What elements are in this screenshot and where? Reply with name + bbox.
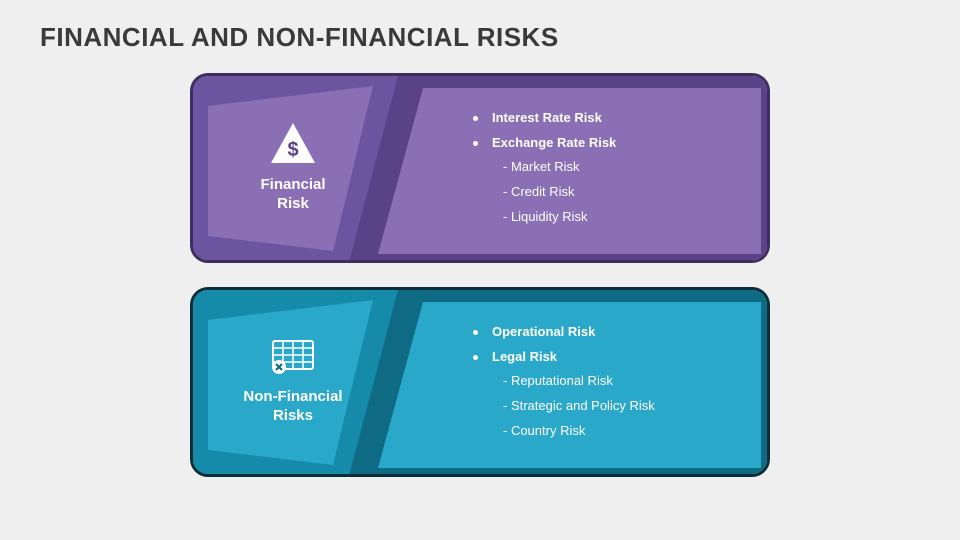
bullet-list-nonfinancial: Operational RiskLegal Risk- Reputational… [473,320,655,443]
spreadsheet-x-icon [269,339,317,380]
card-financial: $ Financial Risk Interest Rate RiskExcha… [190,73,770,263]
cards-container: $ Financial Risk Interest Rate RiskExcha… [0,73,960,477]
bullet-item: - Reputational Risk [473,369,655,394]
bullet-item: Legal Risk [473,345,655,370]
card-label-nonfinancial: Non-Financial Risks [223,290,363,474]
page-title: FINANCIAL AND NON-FINANCIAL RISKS [0,0,960,53]
bullet-item: Operational Risk [473,320,655,345]
bullet-text: Exchange Rate Risk [492,131,616,156]
dollar-triangle-icon: $ [271,123,315,168]
bullet-text: Interest Rate Risk [492,106,602,131]
card-label-financial: $ Financial Risk [223,76,363,260]
bullet-text: - Strategic and Policy Risk [503,394,655,419]
bullet-text: - Credit Risk [503,180,575,205]
bullet-text: Operational Risk [492,320,595,345]
bullet-item: - Liquidity Risk [473,205,616,230]
svg-text:$: $ [287,139,298,161]
bullet-item: - Market Risk [473,155,616,180]
bullet-dot-icon [473,116,478,121]
bullet-list-financial: Interest Rate RiskExchange Rate Risk- Ma… [473,106,616,229]
bullet-text: - Liquidity Risk [503,205,588,230]
card-label-text: Financial Risk [260,176,325,214]
bullet-dot-icon [473,141,478,146]
bullet-item: - Credit Risk [473,180,616,205]
bullet-item: Exchange Rate Risk [473,131,616,156]
bullet-text: Legal Risk [492,345,557,370]
card-nonfinancial: Non-Financial Risks Operational RiskLega… [190,287,770,477]
bullet-dot-icon [473,355,478,360]
bullet-item: - Country Risk [473,419,655,444]
bullet-dot-icon [473,330,478,335]
bullet-text: - Reputational Risk [503,369,613,394]
bullet-item: - Strategic and Policy Risk [473,394,655,419]
card-label-text: Non-Financial Risks [243,388,342,426]
bullet-item: Interest Rate Risk [473,106,616,131]
bullet-text: - Market Risk [503,155,580,180]
bullet-text: - Country Risk [503,419,585,444]
